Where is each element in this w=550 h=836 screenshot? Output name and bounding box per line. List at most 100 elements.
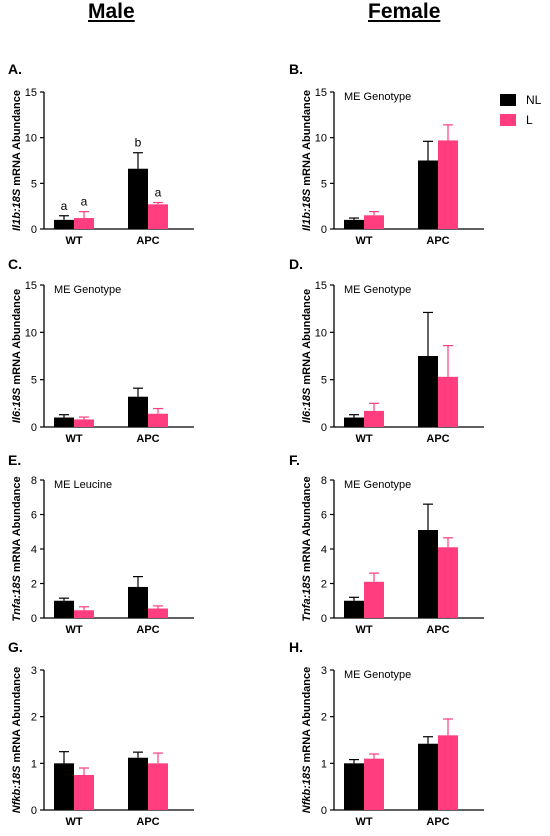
y-axis-label-rest-f: mRNA Abundance [301,476,313,575]
bar-b-l-apc [438,140,458,229]
x-tick-label-b: WT [355,235,372,247]
y-axis-label-d: Il6:18S mRNA Abundance [301,289,313,423]
y-tick-label-b: 10 [315,133,327,145]
legend-swatch-l [500,114,516,126]
female-column-title: Female [368,0,441,23]
y-tick-label-e: 0 [31,613,37,625]
x-tick-label-g: APC [136,816,159,828]
y-tick-label-c: 0 [31,422,37,434]
bar-a-l-wt [74,218,94,229]
y-axis-label-gene-a: Il1b:18S [11,188,23,231]
bar-c-nl-apc [128,396,148,427]
y-axis-label-c: Il6:18S mRNA Abundance [11,289,23,423]
y-tick-label-b: 5 [321,178,327,190]
y-tick-label-d: 5 [321,375,327,387]
bar-e-l-apc [148,608,168,618]
y-tick-label-a: 15 [25,87,37,99]
y-tick-label-c: 10 [25,327,37,339]
bar-f-l-apc [438,547,458,618]
bar-h-nl-apc [418,743,438,810]
y-tick-label-h: 2 [321,712,327,724]
bar-b-l-wt [364,215,384,229]
y-tick-label-f: 6 [321,510,327,522]
y-tick-label-h: 0 [321,805,327,817]
y-axis-label-a: Il1b:18S mRNA Abundance [11,90,23,231]
bar-d-l-apc [438,376,458,427]
x-tick-label-d: APC [426,433,449,445]
x-tick-label-d: WT [355,433,372,445]
significance-letter-a: a [155,186,162,200]
y-axis-label-gene-f: Tnfa:18S [301,575,313,622]
y-tick-label-g: 2 [31,712,37,724]
y-tick-label-f: 0 [321,613,327,625]
bar-c-nl-wt [54,417,74,427]
bar-d-nl-wt [344,417,364,427]
y-tick-label-h: 3 [321,665,327,677]
y-tick-label-e: 8 [31,475,37,487]
y-axis-label-gene-c: Il6:18S [11,387,23,423]
x-tick-label-b: APC [426,235,449,247]
annotation-d: ME Genotype [344,284,411,296]
annotation-f: ME Genotype [344,479,411,491]
y-tick-label-d: 10 [315,327,327,339]
annotation-e: ME Leucine [54,479,112,491]
significance-letter-a: b [135,136,142,150]
significance-letter-a: a [81,195,88,209]
bar-a-l-apc [148,204,168,229]
y-tick-label-f: 2 [321,579,327,591]
y-tick-label-g: 3 [31,665,37,677]
x-tick-label-f: WT [355,624,372,636]
y-axis-label-g: Nfkb:18S mRNA Abundance [11,667,23,814]
y-axis-label-rest-e: mRNA Abundance [11,476,23,575]
bar-g-l-apc [148,763,168,810]
bar-h-nl-wt [344,763,364,810]
bar-h-l-apc [438,735,458,810]
x-tick-label-a: APC [136,235,159,247]
y-tick-label-b: 15 [315,87,327,99]
bar-a-nl-wt [54,219,74,229]
y-tick-label-f: 4 [321,544,327,556]
male-column-title: Male [88,0,135,23]
y-tick-label-d: 15 [315,280,327,292]
y-axis-label-gene-g: Nfkb:18S [11,765,23,813]
bar-g-l-wt [74,775,94,810]
x-tick-label-e: WT [65,624,82,636]
y-tick-label-a: 5 [31,178,37,190]
bar-a-nl-apc [128,168,148,229]
x-tick-label-a: WT [65,235,82,247]
y-axis-label-rest-h: mRNA Abundance [301,667,313,766]
y-tick-label-b: 0 [321,224,327,236]
panel-label-d: D. [289,256,303,272]
y-tick-label-g: 0 [31,805,37,817]
panel-label-g: G. [8,639,23,655]
panel-label-f: F. [289,452,300,468]
annotation-b: ME Genotype [344,91,411,103]
y-axis-label-rest-c: mRNA Abundance [11,289,23,388]
y-axis-label-rest-b: mRNA Abundance [301,90,313,189]
y-tick-label-e: 4 [31,544,37,556]
y-tick-label-c: 15 [25,280,37,292]
y-axis-label-gene-e: Tnfa:18S [11,575,23,622]
bar-f-l-wt [364,581,384,618]
legend-label-l: L [526,113,533,127]
bar-e-nl-apc [128,586,148,618]
significance-letter-a: a [61,199,68,213]
y-axis-label-b: Il1b:18S mRNA Abundance [301,90,313,231]
y-tick-label-e: 6 [31,510,37,522]
x-tick-label-g: WT [65,816,82,828]
y-axis-label-gene-d: Il6:18S [301,387,313,423]
y-tick-label-c: 5 [31,375,37,387]
y-axis-label-gene-h: Nfkb:18S [301,765,313,813]
bar-f-nl-apc [418,530,438,618]
bar-e-nl-wt [54,600,74,618]
y-tick-label-a: 10 [25,133,37,145]
y-axis-label-rest-g: mRNA Abundance [11,667,23,766]
bar-h-l-wt [364,758,384,810]
panel-label-a: A. [8,61,22,77]
y-tick-label-a: 0 [31,224,37,236]
panel-label-b: B. [289,61,303,77]
y-axis-label-rest-a: mRNA Abundance [11,90,23,189]
x-tick-label-e: APC [136,624,159,636]
x-tick-label-h: WT [355,816,372,828]
